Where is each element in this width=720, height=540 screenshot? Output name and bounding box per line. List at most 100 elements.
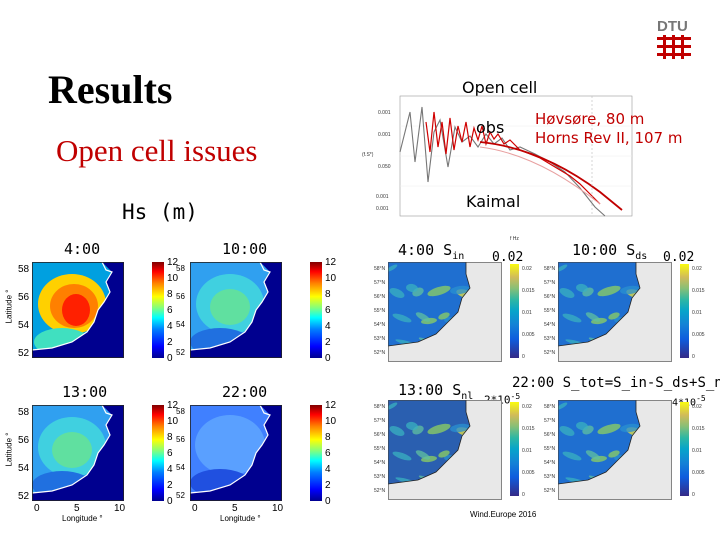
hs-colorbar-tick: 6 xyxy=(325,305,331,316)
source-lat-tick: 53°N xyxy=(374,336,386,342)
source-colorbar-tick: 0 xyxy=(692,492,695,498)
spectrum-kaimal-label: Kaimal xyxy=(466,192,521,211)
source-lat-tick: 58°N xyxy=(544,404,556,410)
hs-ylabel: Latitude ° xyxy=(4,432,14,467)
src-scale-1: 0.02 xyxy=(492,250,524,265)
source-map-3 xyxy=(388,400,502,500)
footer-text: Wind.Europe 2016 xyxy=(470,510,537,519)
source-map-1 xyxy=(388,262,502,362)
spectrum-obs-label: obs xyxy=(476,118,505,137)
hs-lon-tick: 10 xyxy=(272,503,284,514)
source-lat-tick: 58°N xyxy=(544,266,556,272)
source-colorbar-tick: 0.02 xyxy=(692,266,702,272)
source-lat-tick: 57°N xyxy=(544,280,556,286)
source-lat-tick: 56°N xyxy=(374,432,386,438)
hs-lon-tick: 5 xyxy=(74,503,80,514)
hs-colorbar-tick: 10 xyxy=(167,273,179,284)
spectrum-title: Open cell xyxy=(462,78,538,97)
source-lat-tick: 55°N xyxy=(544,308,556,314)
hs-colorbar-tick: 8 xyxy=(167,432,173,443)
spectrum-ytick-2: 0.001 xyxy=(378,132,391,138)
dtu-logo-mark xyxy=(657,35,691,59)
slide-title: Results xyxy=(48,67,173,112)
source-colorbar-tick: 0.015 xyxy=(692,288,705,294)
hs-colorbar-tick: 12 xyxy=(325,400,337,411)
source-lat-tick: 56°N xyxy=(374,294,386,300)
spectrum-ytick-4: 0.001 xyxy=(376,194,389,200)
hs-lat-tick: 56 xyxy=(18,292,30,303)
source-map-2 xyxy=(558,262,672,362)
source-colorbar-tick: 0 xyxy=(522,492,525,498)
source-colorbar-3 xyxy=(510,402,519,496)
hs-lat-tick: 52 xyxy=(18,348,30,359)
spectrum-curve-red-smooth xyxy=(479,141,623,211)
hs-lat-tick: 58 xyxy=(18,264,30,275)
hs-lat-tick: 54 xyxy=(176,463,185,472)
source-lat-tick: 55°N xyxy=(374,446,386,452)
hs-lon-tick: 0 xyxy=(34,503,40,514)
hs-colorbar-tick: 0 xyxy=(167,496,173,507)
hs-colorbar-tick: 2 xyxy=(167,337,173,348)
hs-lat-tick: 54 xyxy=(18,463,30,474)
spectrum-curve-pink xyxy=(479,146,601,205)
spectrum-curve-gray xyxy=(399,106,606,217)
hs-colorbar-tick: 6 xyxy=(167,448,173,459)
hs-time-2: 10:00 xyxy=(222,240,268,258)
hs-colorbar-tick: 12 xyxy=(167,257,179,268)
source-colorbar-tick: 0.01 xyxy=(692,310,702,316)
hs-time-4: 22:00 xyxy=(222,383,268,401)
source-lat-tick: 53°N xyxy=(544,336,556,342)
hs-colorbar-tick: 4 xyxy=(325,464,331,475)
hs-colorbar-tick: 8 xyxy=(325,432,331,443)
source-lat-tick: 57°N xyxy=(374,418,386,424)
source-lat-tick: 52°N xyxy=(544,350,556,356)
hs-colorbar-tick: 0 xyxy=(167,353,173,364)
hs-colorbar-tick: 10 xyxy=(167,416,179,427)
source-lat-tick: 52°N xyxy=(374,488,386,494)
hs-xlabel: Longitude ° xyxy=(220,514,261,523)
spectrum-ytick-3: 0.050 xyxy=(378,164,391,170)
source-lat-tick: 54°N xyxy=(544,460,556,466)
src-label-2: 10:00 Sds xyxy=(572,241,648,262)
spectrum-legend-2: Horns Rev II, 107 m xyxy=(535,129,683,147)
hs-map-1 xyxy=(32,262,124,358)
source-lat-tick: 54°N xyxy=(544,322,556,328)
hs-colorbar-tick: 4 xyxy=(167,464,173,475)
hs-colorbar-tick: 6 xyxy=(167,305,173,316)
source-colorbar-tick: 0.005 xyxy=(692,470,705,476)
hs-time-1: 4:00 xyxy=(64,240,101,258)
src-label-4: 22:00 S_tot=S_in-S_ds+S_nl xyxy=(512,375,720,391)
hs-colorbar-tick: 8 xyxy=(167,289,173,300)
source-lat-tick: 55°N xyxy=(544,446,556,452)
source-colorbar-tick: 0.01 xyxy=(522,310,532,316)
source-colorbar-tick: 0.005 xyxy=(692,332,705,338)
source-lat-tick: 56°N xyxy=(544,432,556,438)
hs-time-3: 13:00 xyxy=(62,383,108,401)
source-colorbar-tick: 0.02 xyxy=(692,404,702,410)
hs-colorbar-2 xyxy=(310,262,322,358)
spectrum-curve-obs xyxy=(425,111,601,205)
hs-lon-tick: 0 xyxy=(192,503,198,514)
source-lat-tick: 52°N xyxy=(544,488,556,494)
source-lat-tick: 54°N xyxy=(374,322,386,328)
slide-subtitle: Open cell issues xyxy=(56,133,258,168)
source-lat-tick: 52°N xyxy=(374,350,386,356)
hs-colorbar-tick: 10 xyxy=(325,273,337,284)
source-colorbar-1 xyxy=(510,264,519,358)
hs-lat-tick: 56 xyxy=(176,292,185,301)
hs-label: Hs (m) xyxy=(122,200,198,224)
hs-lat-tick: 54 xyxy=(18,320,30,331)
source-colorbar-tick: 0.015 xyxy=(692,426,705,432)
source-colorbar-tick: 0.015 xyxy=(522,426,535,432)
source-colorbar-2 xyxy=(680,264,689,358)
source-colorbar-tick: 0.02 xyxy=(522,266,532,272)
hs-lat-tick: 56 xyxy=(18,435,30,446)
hs-colorbar-tick: 12 xyxy=(325,257,337,268)
spectrum-ytick-5: 0.001 xyxy=(376,206,389,212)
hs-lat-tick: 52 xyxy=(18,491,30,502)
source-colorbar-tick: 0.015 xyxy=(522,288,535,294)
source-lat-tick: 58°N xyxy=(374,404,386,410)
spectrum-ytick-1: 0.001 xyxy=(378,110,391,116)
src-scale-2: 0.02 xyxy=(663,250,695,265)
source-colorbar-tick: 0.01 xyxy=(522,448,532,454)
